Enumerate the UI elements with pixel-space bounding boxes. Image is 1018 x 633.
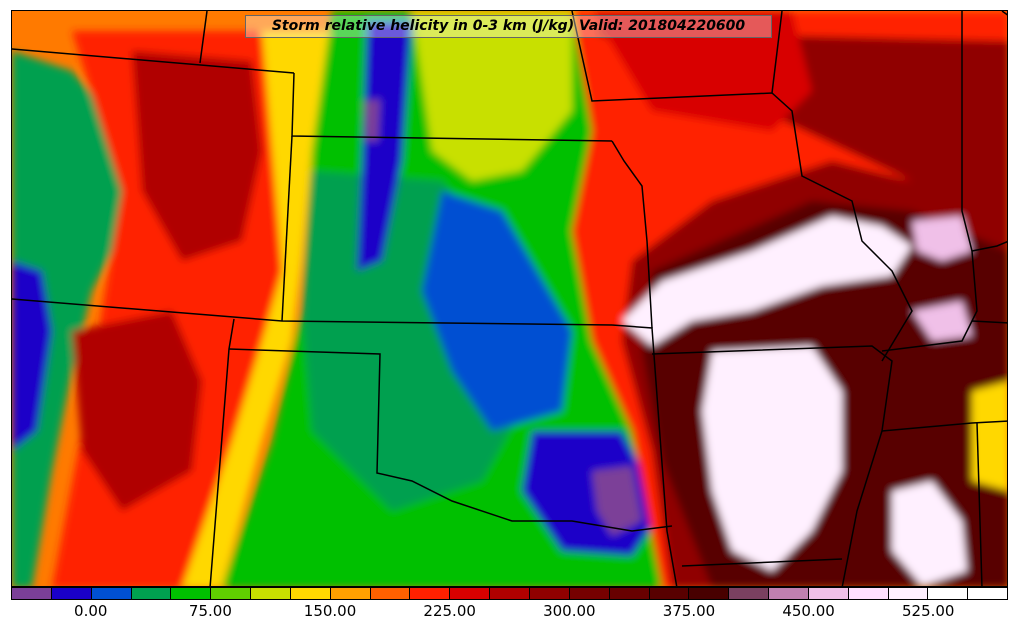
boundary-line (611, 324, 678, 586)
west-blue-patches (12, 261, 52, 451)
boundary-line (971, 241, 1007, 252)
colorbar-segment (410, 588, 451, 599)
colorbar-segment (171, 588, 212, 599)
colorbar-segment (569, 588, 610, 599)
colorbar-segment (769, 588, 809, 599)
colorbar-segment (131, 588, 172, 599)
colorbar-segment (968, 588, 1008, 599)
colorbar-segment (729, 588, 770, 599)
purple-spot-north (364, 99, 380, 141)
high-helicity-southeast (892, 481, 967, 586)
boundary-line (976, 422, 983, 586)
high-helicity-band-north (622, 216, 912, 346)
map-plot (11, 10, 1008, 587)
colorbar-segment (808, 588, 849, 599)
colorbar-segment (290, 588, 331, 599)
high-helicity-band-east (912, 216, 972, 261)
boundary-line (771, 11, 783, 94)
colorbar-segment (689, 588, 730, 599)
state-boundaries (12, 11, 1007, 586)
boundary-line (881, 420, 1007, 432)
colorbar-segment (330, 588, 371, 599)
colorbar-tick-label: 75.00 (188, 602, 232, 620)
boundary-line (228, 348, 673, 532)
west-green-region (12, 51, 132, 586)
northeast-red-highlight (592, 11, 812, 131)
boundary-line (611, 140, 653, 329)
colorbar-segment (211, 588, 252, 599)
helicity-map (12, 11, 1007, 586)
north-blue-axis (357, 21, 412, 271)
upper-yellow-east (972, 381, 1007, 491)
colorbar-tick-label: 0.00 (74, 602, 108, 620)
colorbar-segment (450, 588, 491, 599)
central-blue-zone (422, 191, 572, 431)
boundary-line (651, 345, 893, 586)
boundary-line (12, 298, 613, 326)
colorbar-tick-label: 150.00 (303, 602, 357, 620)
colorbar-segment (370, 588, 411, 599)
high-helicity-ne (912, 301, 972, 341)
colorbar-segment (490, 588, 530, 599)
colorbar-segment (649, 588, 690, 599)
boundary-line (571, 11, 913, 362)
colorbar-tick-label: 450.00 (782, 602, 835, 620)
colorbar-segment (91, 588, 132, 599)
colorbar-tick-label: 525.00 (901, 602, 955, 620)
purple-spot-south (592, 466, 642, 536)
colorbar-segment (12, 588, 52, 599)
colorbar-segment (51, 588, 92, 599)
helicity-field (12, 11, 1007, 586)
boundary-line (12, 48, 295, 74)
colorbar-ticks: 0.00 75.00 150.00 225.00 300.00 375.00 450.00 5… (11, 602, 1008, 626)
colorbar (11, 587, 1008, 600)
boundary-line (971, 320, 1007, 324)
yellow-transition-band (182, 31, 332, 586)
southwest-dark-red-core (72, 311, 202, 511)
colorbar-segment (928, 588, 969, 599)
boundary-line (881, 11, 978, 352)
west-dark-red-core (132, 51, 262, 261)
colorbar-tick-label: 375.00 (662, 602, 716, 620)
colorbar-segment (848, 588, 889, 599)
boundary-line (281, 135, 293, 322)
colorbar-segment (529, 588, 570, 599)
boundary-line (1001, 11, 1007, 16)
boundary-line (199, 11, 208, 64)
colorbar-tick-label: 225.00 (423, 602, 476, 620)
colorbar-segment (251, 588, 291, 599)
boundary-line (681, 558, 843, 567)
colorbar-segment (609, 588, 650, 599)
high-helicity-south (702, 346, 842, 571)
colorbar-tick-label: 300.00 (543, 602, 596, 620)
map-title: Storm relative helicity in 0-3 km (J/kg)… (245, 15, 772, 38)
colorbar-segment (888, 588, 929, 599)
